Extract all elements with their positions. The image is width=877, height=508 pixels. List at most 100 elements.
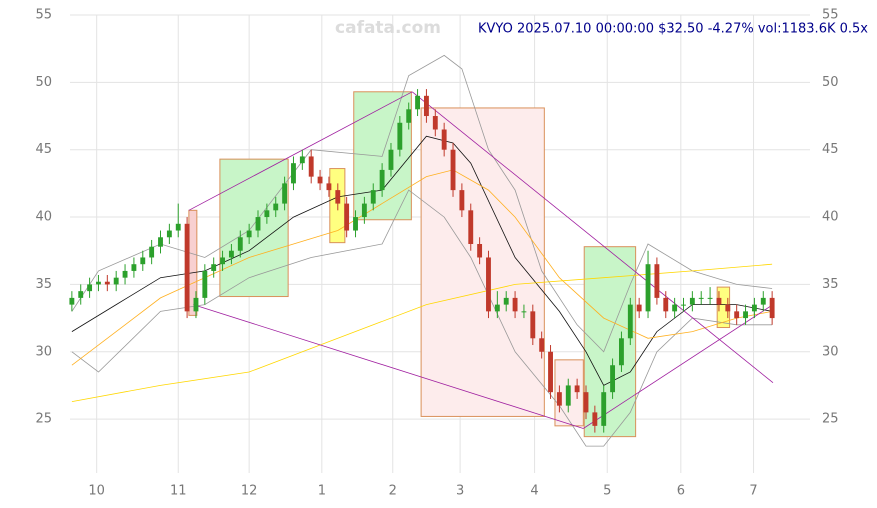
x-tick-label: 7 <box>749 484 757 499</box>
candle-body <box>211 264 217 271</box>
candle-body <box>539 338 545 352</box>
candle-body <box>184 223 190 312</box>
candle-body <box>689 297 695 305</box>
candle-body <box>166 230 172 238</box>
x-tick-label: 11 <box>170 484 187 499</box>
y-tick-label-right: 50 <box>822 75 839 90</box>
candle-body <box>122 270 128 278</box>
candle-body <box>104 281 110 285</box>
y-tick-label: 30 <box>35 344 52 359</box>
candle-body <box>556 392 562 406</box>
candle-body <box>237 237 243 251</box>
candle-body <box>317 176 323 184</box>
candle-body <box>672 304 678 312</box>
candle-body <box>406 109 412 123</box>
candle-body <box>760 297 766 305</box>
y-tick-label-right: 30 <box>822 344 839 359</box>
candle-body <box>503 297 509 305</box>
candle-body <box>769 297 775 319</box>
candle-body <box>601 392 607 426</box>
candle-body <box>344 203 350 231</box>
zone <box>583 246 637 438</box>
y-tick-label: 40 <box>35 210 52 225</box>
candle-body <box>441 129 447 150</box>
trend-line <box>188 91 413 211</box>
x-tick-label: 2 <box>389 484 397 499</box>
candle-body <box>370 190 376 204</box>
indicator-line <box>71 169 773 366</box>
y-tick-label-right: 40 <box>822 210 839 225</box>
candle-body <box>627 304 633 339</box>
candle-body <box>69 297 75 305</box>
candle-body <box>565 385 571 406</box>
candle-body <box>335 190 341 204</box>
candle-body <box>202 270 208 298</box>
trend-line <box>583 304 774 429</box>
chart-title: KVYO 2025.07.10 00:00:00 $32.50 -4.27% v… <box>478 22 868 37</box>
y-tick-label: 50 <box>35 75 52 90</box>
candle-body <box>459 190 465 211</box>
candle-body <box>308 156 314 177</box>
x-tick-label: 12 <box>241 484 258 499</box>
candle-body <box>494 304 500 312</box>
y-tick-label: 45 <box>35 142 52 157</box>
candle-body <box>645 264 651 312</box>
watermark: cafata.com <box>335 18 441 38</box>
candle-body <box>379 169 385 191</box>
candle-body <box>636 304 642 312</box>
candle-body <box>291 163 296 184</box>
candle-body <box>78 291 84 298</box>
candle-body <box>282 183 288 204</box>
candle-body <box>486 257 491 312</box>
candle-body <box>397 122 403 150</box>
candle-body <box>423 95 429 117</box>
x-tick-label: 10 <box>88 484 105 499</box>
candle-body <box>619 338 624 366</box>
candle-body <box>681 304 686 306</box>
candle-body <box>592 412 598 426</box>
x-tick-label: 3 <box>456 484 464 499</box>
candle-body <box>326 183 332 191</box>
candle-body <box>113 277 119 285</box>
candle-body <box>468 210 474 244</box>
zone <box>219 158 289 298</box>
candle-body <box>228 250 234 258</box>
y-tick-label-right: 35 <box>822 277 839 292</box>
y-tick-label-right: 45 <box>822 142 839 157</box>
candle-body <box>530 311 536 339</box>
candle-body <box>175 223 181 231</box>
candle-body <box>663 297 669 312</box>
candle-body <box>361 203 367 218</box>
y-tick-label: 25 <box>35 412 52 427</box>
trend-line <box>411 91 774 384</box>
candle-body <box>521 311 527 313</box>
candle-body <box>96 281 101 285</box>
candle-body <box>131 264 137 271</box>
candle-body <box>751 304 757 312</box>
candle-body <box>574 385 580 393</box>
candle-body <box>707 297 713 299</box>
candle-body <box>273 203 279 211</box>
candle-body <box>87 284 93 292</box>
candle-body <box>548 351 553 393</box>
candle-body <box>432 116 438 130</box>
x-tick-label: 4 <box>530 484 538 499</box>
candle-body <box>734 311 740 319</box>
x-tick-label: 6 <box>677 484 685 499</box>
candle-body <box>388 149 394 170</box>
indicator-line <box>71 263 773 402</box>
candle-body <box>583 392 589 413</box>
y-tick-label-right: 25 <box>822 412 839 427</box>
candle-body <box>654 264 660 298</box>
candle-body <box>255 217 261 231</box>
y-tick-label: 55 <box>35 8 52 23</box>
candle-body <box>477 244 483 258</box>
candle-body <box>158 237 163 247</box>
candle-body <box>512 297 518 312</box>
candle-body <box>149 246 155 258</box>
candle-body <box>725 304 731 312</box>
y-tick-label-right: 55 <box>822 8 839 23</box>
